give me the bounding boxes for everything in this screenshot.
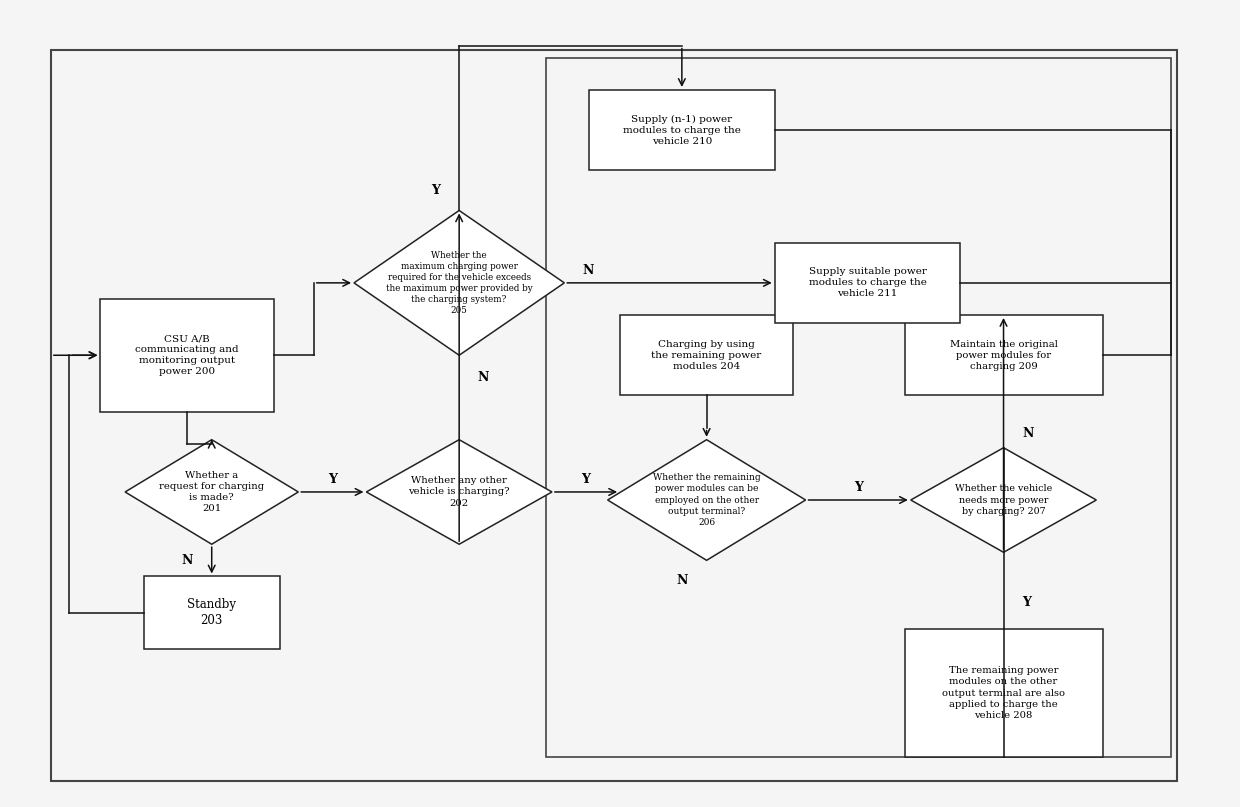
Text: Y: Y [327,474,337,487]
FancyBboxPatch shape [904,629,1102,757]
Text: N: N [677,574,688,587]
FancyBboxPatch shape [589,90,775,170]
Text: Whether the vehicle
needs more power
by charging? 207: Whether the vehicle needs more power by … [955,484,1053,516]
Text: The remaining power
modules on the other
output terminal are also
applied to cha: The remaining power modules on the other… [942,667,1065,720]
Text: Charging by using
the remaining power
modules 204: Charging by using the remaining power mo… [651,340,761,371]
Text: Whether the
maximum charging power
required for the vehicle exceeds
the maximum : Whether the maximum charging power requi… [386,251,532,315]
FancyBboxPatch shape [100,299,274,412]
Text: Y: Y [853,482,863,495]
Text: Whether any other
vehicle is charging?
202: Whether any other vehicle is charging? 2… [408,476,510,508]
Text: Supply (n-1) power
modules to charge the
vehicle 210: Supply (n-1) power modules to charge the… [622,115,740,146]
Text: N: N [477,371,489,384]
FancyBboxPatch shape [620,315,794,395]
Polygon shape [366,440,552,544]
Text: Y: Y [432,184,440,197]
Text: Whether the remaining
power modules can be
employed on the other
output terminal: Whether the remaining power modules can … [652,474,760,527]
Text: Y: Y [582,474,590,487]
Text: N: N [182,554,193,567]
FancyBboxPatch shape [144,576,280,649]
Text: N: N [1022,427,1033,440]
Text: N: N [583,265,594,278]
Text: Maintain the original
power modules for
charging 209: Maintain the original power modules for … [950,340,1058,371]
Text: CSU A/B
communicating and
monitoring output
power 200: CSU A/B communicating and monitoring out… [135,334,239,376]
Text: Whether a
request for charging
is made?
201: Whether a request for charging is made? … [159,470,264,513]
FancyBboxPatch shape [904,315,1102,395]
Text: Y: Y [1022,596,1032,609]
Text: Standby
203: Standby 203 [187,598,236,627]
Text: Supply suitable power
modules to charge the
vehicle 211: Supply suitable power modules to charge … [808,267,926,299]
Polygon shape [910,448,1096,552]
Polygon shape [353,211,564,355]
Polygon shape [125,440,299,544]
FancyBboxPatch shape [775,243,960,323]
Polygon shape [608,440,806,560]
